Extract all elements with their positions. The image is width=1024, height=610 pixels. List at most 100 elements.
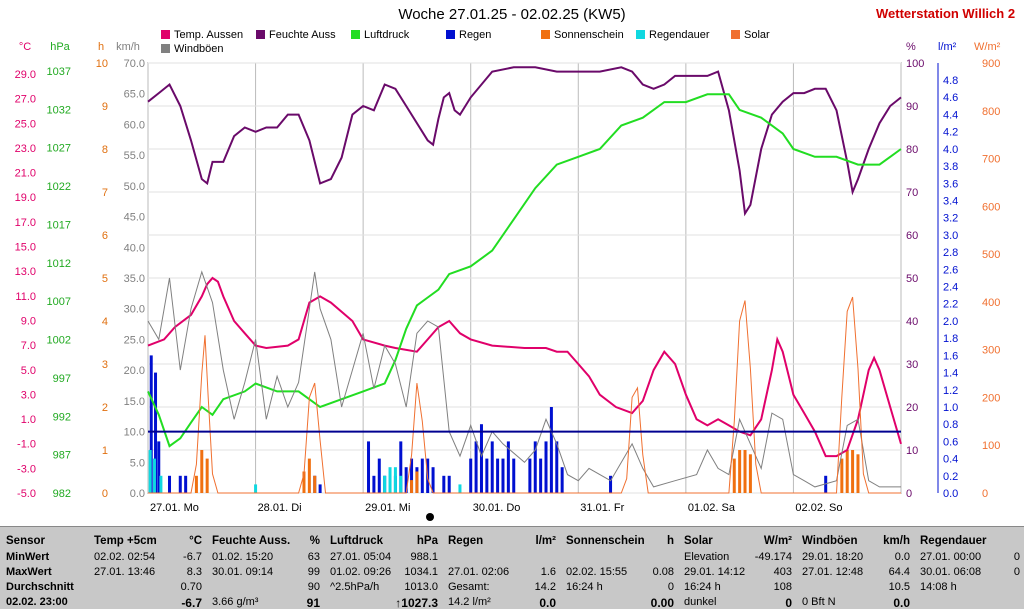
- legend-swatch: [161, 30, 170, 39]
- table-column: Luftdruck hPa 27.01. 05:04 988.1 01.02. 09:2…: [330, 527, 442, 610]
- station-name: Wetterstation Willich 2: [876, 6, 1016, 21]
- pressure-unit-label: hPa: [50, 41, 70, 53]
- solar-tick-label: 200: [982, 392, 1000, 404]
- sunshine-tick-label: 4: [102, 316, 108, 328]
- bar-regen: [377, 458, 381, 493]
- legend-swatch: [636, 30, 645, 39]
- table-cell-value: 8.3: [186, 566, 202, 578]
- pressure-tick-label: 997: [53, 373, 71, 385]
- wind-tick-label: 60.0: [124, 119, 145, 131]
- legend-swatch: [446, 30, 455, 39]
- bar-regen: [560, 467, 564, 493]
- x-tick-label: 29.01. Mi: [365, 502, 410, 514]
- column-header: Feuchte Auss.: [212, 535, 291, 547]
- table-cell-label: 30.01. 09:14: [212, 566, 274, 578]
- bar-regen: [404, 467, 408, 493]
- column-unit: km/h: [883, 535, 910, 547]
- bar-regen: [178, 475, 182, 493]
- bar-regen: [367, 441, 371, 493]
- temp-tick-label: 11.0: [15, 291, 36, 303]
- x-tick-label: 27.01. Mo: [150, 502, 199, 514]
- column-header: Sensor: [6, 535, 45, 547]
- rain-tick-label: 1.2: [943, 385, 958, 397]
- bar-sonnenschein: [840, 458, 844, 493]
- humidity-tick-label: 30: [906, 359, 918, 371]
- temp-unit-label: °C: [19, 41, 31, 53]
- bar-regendauer: [388, 467, 392, 493]
- table-cell-value: 988.1: [410, 551, 438, 563]
- pressure-tick-label: 1002: [47, 335, 71, 347]
- column-unit: hPa: [416, 535, 438, 547]
- table-cell-value: -6.7: [183, 551, 202, 563]
- bar-sonnenschein: [845, 450, 849, 493]
- legend-item: Regendauer: [636, 29, 710, 41]
- humidity-tick-label: 10: [906, 445, 918, 457]
- sunshine-tick-label: 5: [102, 273, 108, 285]
- sunshine-tick-label: 8: [102, 144, 108, 156]
- humidity-unit-label: %: [906, 41, 916, 53]
- table-cell-label: 14.2 l/m²: [448, 596, 491, 608]
- table-cell-label: Elevation: [684, 551, 730, 563]
- column-header: Luftdruck: [330, 535, 384, 547]
- table-cell-value: 0: [785, 596, 792, 610]
- solar-tick-label: 100: [982, 440, 1000, 452]
- solar-tick-label: 700: [982, 154, 1000, 166]
- column-header: Solar: [684, 535, 713, 547]
- table-column: Regendauer 27.01. 00:00 0 30.01. 06:08 0 14:0…: [920, 527, 1024, 609]
- table-cell-value: 0: [1013, 551, 1020, 563]
- column-unit: h: [666, 535, 674, 547]
- table-cell-value: 91: [306, 596, 320, 610]
- temp-tick-label: 9.0: [21, 315, 36, 327]
- column-header: Windböen: [802, 535, 858, 547]
- wind-tick-label: 30.0: [124, 304, 145, 316]
- bar-sonnenschein: [200, 450, 204, 493]
- table-cell-label: 27.01. 05:04: [330, 551, 392, 563]
- table-row-label: 02.02. 23:00: [6, 596, 68, 608]
- bar-regen: [431, 467, 435, 493]
- series-line-solar: [148, 296, 901, 494]
- bar-regen: [549, 407, 553, 493]
- solar-tick-label: 600: [982, 201, 1000, 213]
- pressure-tick-label: 1022: [47, 181, 71, 193]
- humidity-tick-label: 40: [906, 316, 918, 328]
- pressure-tick-label: 1007: [47, 296, 71, 308]
- wind-tick-label: 55.0: [124, 150, 145, 162]
- humidity-tick-label: 60: [906, 230, 918, 242]
- rain-tick-label: 4.8: [943, 75, 958, 87]
- humidity-tick-label: 90: [906, 101, 918, 113]
- temp-tick-label: 23.0: [15, 143, 36, 155]
- series-line-tempaussen: [147, 276, 902, 458]
- table-cell-value: 14.2: [534, 581, 556, 593]
- table-cell-value: 0.00: [650, 596, 674, 610]
- series-line-windben: [147, 270, 901, 488]
- pressure-tick-label: 1032: [47, 104, 71, 116]
- sunshine-tick-label: 9: [102, 101, 108, 113]
- legend-item: Feuchte Auss: [256, 29, 336, 41]
- pressure-tick-label: 982: [53, 488, 71, 500]
- x-tick-label: 30.01. Do: [473, 502, 521, 514]
- bar-regendauer: [148, 450, 152, 493]
- table-cell-label: 0 Bft N: [802, 596, 836, 608]
- temp-tick-label: 25.0: [15, 118, 36, 130]
- wind-tick-label: 35.0: [124, 273, 145, 285]
- table-cell-label: 30.01. 06:08: [920, 566, 982, 578]
- temp-tick-label: 27.0: [15, 94, 36, 106]
- rain-tick-label: 1.4: [943, 368, 958, 380]
- table-row-label: MaxWert: [6, 566, 52, 578]
- bar-regen: [512, 458, 516, 493]
- rain-tick-label: 2.8: [943, 247, 958, 259]
- humidity-tick-label: 50: [906, 273, 918, 285]
- legend-item: Luftdruck: [351, 29, 410, 41]
- bar-regen: [157, 441, 161, 493]
- temp-tick-label: 15.0: [15, 242, 36, 254]
- table-cell-value: -6.7: [181, 596, 202, 610]
- table-cell-value: 0.0: [893, 596, 910, 610]
- table-cell-label: 29.01. 18:20: [802, 551, 864, 563]
- wind-unit-label: km/h: [116, 41, 140, 53]
- table-column: Solar W/m² Elevation -49.174 29.01. 14:12 403…: [684, 527, 796, 610]
- wind-tick-label: 20.0: [124, 365, 145, 377]
- sunshine-tick-label: 6: [102, 230, 108, 242]
- solar-tick-label: 0: [982, 488, 988, 500]
- bar-sonnenschein: [410, 480, 414, 493]
- table-row-label: Durchschnitt: [6, 581, 74, 593]
